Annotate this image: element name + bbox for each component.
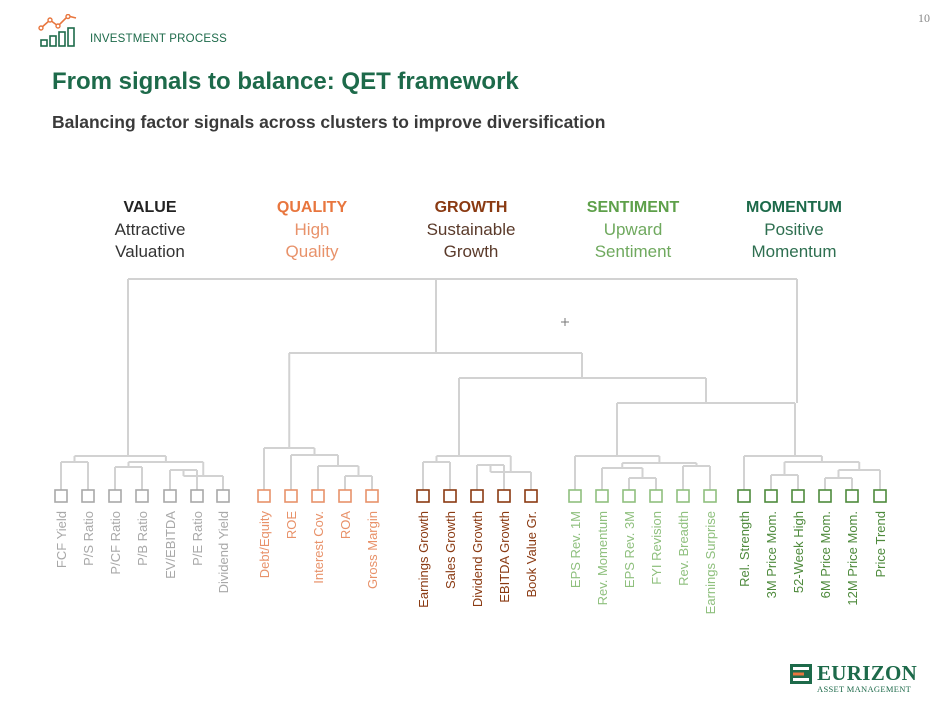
- signal-label: Price Trend: [873, 511, 888, 577]
- signal-label: 12M Price Mom.: [845, 511, 860, 606]
- signal-label: P/CF Ratio: [108, 511, 123, 575]
- cluster-name: SENTIMENT: [586, 199, 680, 216]
- signal-label: P/E Ratio: [190, 511, 205, 566]
- signal-label: ROE: [284, 511, 299, 540]
- signal-box: [622, 489, 636, 503]
- signal-label: Debt/Equity: [257, 511, 272, 579]
- signal-box: [818, 489, 832, 503]
- signal-label: 6M Price Mom.: [818, 511, 833, 598]
- signal-box: [845, 489, 859, 503]
- signal-box: [190, 489, 204, 503]
- signal-label: Book Value Gr.: [524, 511, 539, 597]
- page-number: 10: [918, 11, 930, 25]
- signal-label: Rev. Breadth: [676, 511, 691, 586]
- signal-box: [764, 489, 778, 503]
- cluster-desc-line1: Upward: [603, 220, 663, 239]
- cluster-desc-line1: Sustainable: [426, 220, 516, 239]
- growth-chart-icon: [38, 13, 82, 48]
- signal-label: ROA: [338, 511, 353, 540]
- signal-box: [737, 489, 751, 503]
- signal-label: EPS Rev. 1M: [568, 511, 583, 588]
- cluster-desc-line2: Valuation: [115, 242, 185, 261]
- cluster-name: VALUE: [123, 199, 177, 216]
- slide-subtitle: Balancing factor signals across clusters…: [52, 112, 606, 132]
- signal-label: P/S Ratio: [81, 511, 96, 566]
- signal-label: Rel. Strength: [737, 511, 752, 587]
- section-label: INVESTMENT PROCESS: [90, 33, 227, 45]
- signal-box: [338, 489, 352, 503]
- signal-box: [284, 489, 298, 503]
- signal-label: Interest Cov.: [311, 511, 326, 584]
- cluster-name: MOMENTUM: [746, 199, 842, 216]
- signal-label: Dividend Yield: [216, 511, 231, 593]
- signal-label: Sales Growth: [443, 511, 458, 589]
- signal-box: [470, 489, 484, 503]
- eurizon-mark-icon: [790, 664, 812, 684]
- signal-label: EV/EBITDA: [163, 511, 178, 579]
- signal-box: [416, 489, 430, 503]
- cluster-quality: QUALITY High Quality: [232, 197, 392, 263]
- signal-box: [163, 489, 177, 503]
- cluster-desc-line1: Positive: [764, 220, 824, 239]
- signal-box: [135, 489, 149, 503]
- cluster-desc-line1: High: [294, 220, 330, 239]
- logo-subtitle: ASSET MANAGEMENT: [817, 684, 912, 694]
- eurizon-logo: EURIZON ASSET MANAGEMENT: [790, 660, 918, 696]
- cluster-name: GROWTH: [434, 199, 508, 216]
- cluster-momentum: MOMENTUM Positive Momentum: [714, 197, 874, 263]
- signal-box: [595, 489, 609, 503]
- signal-box: [524, 489, 538, 503]
- signal-box: [568, 489, 582, 503]
- cluster-growth: GROWTH Sustainable Growth: [391, 197, 551, 263]
- signal-box: [873, 489, 887, 503]
- signal-box: [311, 489, 325, 503]
- signal-box: [216, 489, 230, 503]
- slide-title: From signals to balance: QET framework: [52, 68, 519, 95]
- signal-box: [257, 489, 271, 503]
- cluster-sentiment: SENTIMENT Upward Sentiment: [553, 197, 713, 263]
- cluster-desc-line2: Momentum: [751, 242, 837, 261]
- cluster-value: VALUE Attractive Valuation: [70, 197, 230, 263]
- signal-label: P/B Ratio: [135, 511, 150, 566]
- signal-label: Dividend Growth: [470, 511, 485, 607]
- signal-box: [703, 489, 717, 503]
- signal-label: FCF Yield: [54, 511, 69, 568]
- signal-label: FYI Revision: [649, 511, 664, 585]
- signal-box: [791, 489, 805, 503]
- signal-box: [108, 489, 122, 503]
- signal-box: [649, 489, 663, 503]
- signal-label: 52-Week High: [791, 511, 806, 593]
- signal-box: [81, 489, 95, 503]
- cluster-desc-line2: Sentiment: [594, 242, 672, 261]
- cluster-desc-line2: Growth: [443, 242, 499, 261]
- logo-name: EURIZON: [817, 661, 918, 685]
- cluster-desc-line1: Attractive: [114, 220, 186, 239]
- signal-label: EPS Rev. 3M: [622, 511, 637, 588]
- signal-label: 3M Price Mom.: [764, 511, 779, 598]
- signal-box: [676, 489, 690, 503]
- signal-box: [443, 489, 457, 503]
- signal-box: [54, 489, 68, 503]
- signal-box: [365, 489, 379, 503]
- signal-label: Gross Margin: [365, 511, 380, 589]
- signal-label: EBITDA Growth: [497, 511, 512, 603]
- cursor-crosshair-icon: [561, 318, 569, 326]
- signal-label: Rev. Momentum: [595, 511, 610, 605]
- signal-box: [497, 489, 511, 503]
- cluster-name: QUALITY: [276, 199, 348, 216]
- signal-label: Earnings Growth: [416, 511, 431, 608]
- cluster-desc-line2: Quality: [285, 242, 339, 261]
- signal-label: Earnings Surprise: [703, 511, 718, 614]
